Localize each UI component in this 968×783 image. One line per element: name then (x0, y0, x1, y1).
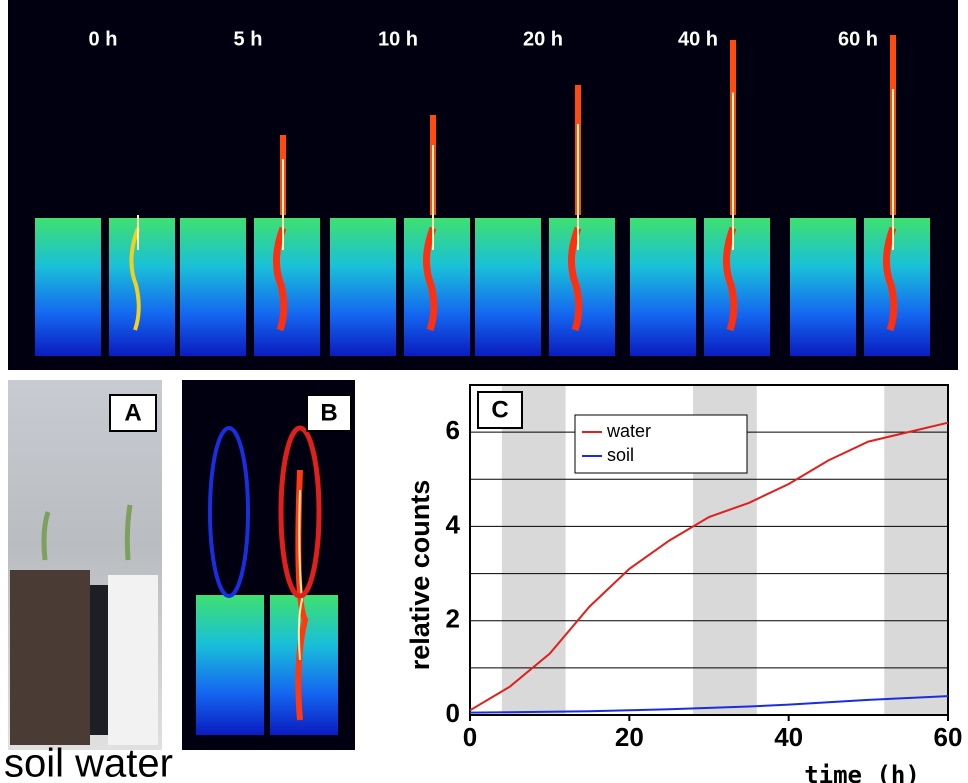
time-label: 0 h (89, 28, 118, 50)
water-block (109, 218, 175, 356)
root-signal (273, 226, 288, 332)
root-signal (723, 226, 738, 332)
seedlings (41, 504, 133, 561)
soil-block (475, 218, 541, 356)
time-label: 60 h (838, 28, 878, 50)
root-signal (423, 226, 438, 332)
panel-label-box (477, 391, 523, 429)
series-line (469, 421, 949, 712)
panel-label: C (491, 396, 508, 423)
y-tick-label: 6 (446, 415, 460, 445)
soil-roi (208, 426, 250, 598)
dark-period (884, 385, 948, 715)
soil-container (10, 570, 90, 745)
water-block (404, 218, 470, 356)
soil-block (180, 218, 246, 356)
series-line (469, 695, 949, 714)
water-block (254, 218, 320, 356)
time-label: 10 h (378, 28, 418, 50)
panel-label-box (109, 394, 157, 432)
caption: soil water (4, 742, 173, 783)
panel-label-box (306, 394, 352, 432)
soil-block (790, 218, 856, 356)
water-block (864, 218, 930, 356)
y-axis-label: relative counts (405, 480, 435, 671)
root-signal (129, 227, 141, 331)
soil-block (35, 218, 101, 356)
plot-frame (469, 384, 949, 716)
root-signal (568, 226, 583, 332)
root-signal (883, 226, 898, 332)
y-tick-label: 4 (446, 509, 461, 539)
y-tick-label: 2 (446, 604, 460, 634)
water-roi (278, 425, 322, 599)
water-container (108, 575, 158, 745)
x-tick-label: 0 (463, 722, 477, 752)
legend-label: soil (607, 445, 634, 465)
divider (90, 585, 108, 735)
soil-block (630, 218, 696, 356)
x-tick-label: 60 (934, 722, 963, 752)
water-block (549, 218, 615, 356)
time-label: 20 h (523, 28, 563, 50)
panel-label: B (320, 399, 337, 426)
x-tick-label: 40 (774, 722, 803, 752)
time-series-images: 0 h 5 h 10 h 20 h 40 h 60 h (35, 28, 930, 356)
panel-label: A (124, 399, 141, 426)
water-block (704, 218, 770, 356)
legend-box (574, 414, 748, 474)
legend-label: water (606, 421, 651, 441)
dark-period (501, 385, 566, 715)
y-tick-label: 0 (446, 698, 460, 728)
x-tick-label: 20 (615, 722, 644, 752)
x-axis-label: time (h) (804, 761, 920, 783)
soil-block (330, 218, 396, 356)
soil-block (196, 595, 264, 735)
time-label: 40 h (678, 28, 718, 50)
time-label: 5 h (234, 28, 263, 50)
